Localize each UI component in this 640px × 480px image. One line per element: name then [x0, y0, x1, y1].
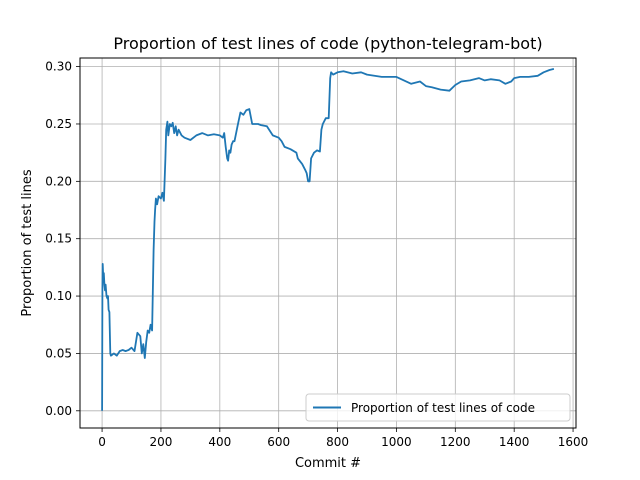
- y-tick-label: 0.00: [45, 404, 72, 418]
- x-tick-label: 600: [267, 435, 290, 449]
- x-tick-label: 1400: [499, 435, 530, 449]
- series-layer: [101, 68, 555, 411]
- x-tick-label: 1600: [558, 435, 589, 449]
- y-tick-label: 0.10: [45, 289, 72, 303]
- legend-box: [305, 393, 571, 422]
- y-tick-label: 0.20: [45, 174, 72, 188]
- y-tick-label: 0.25: [45, 117, 72, 131]
- legend: Proportion of test lines of code: [305, 393, 571, 422]
- y-tick-label: 0.30: [45, 60, 72, 74]
- x-axis-label: Commit #: [295, 456, 361, 471]
- y-tick-label: 0.15: [45, 232, 72, 246]
- x-tick-label: 800: [326, 435, 349, 449]
- x-tick-label: 400: [208, 435, 231, 449]
- x-tick-label: 200: [149, 435, 172, 449]
- ticks: 0 200 400 600 800 1000 1200 1400 1600 0.00 0.05 0.1…: [45, 60, 588, 449]
- x-tick-label: 1000: [381, 435, 412, 449]
- legend-label: Proportion of test lines of code: [351, 401, 535, 415]
- plot-frame: [79, 57, 577, 429]
- series-line: [101, 68, 555, 411]
- y-tick-label: 0.05: [45, 346, 72, 360]
- x-tick-label: 0: [98, 435, 106, 449]
- chart-title: Proportion of test lines of code (python…: [113, 34, 542, 53]
- x-tick-label: 1200: [440, 435, 471, 449]
- y-axis-label: Proportion of test lines: [20, 169, 35, 316]
